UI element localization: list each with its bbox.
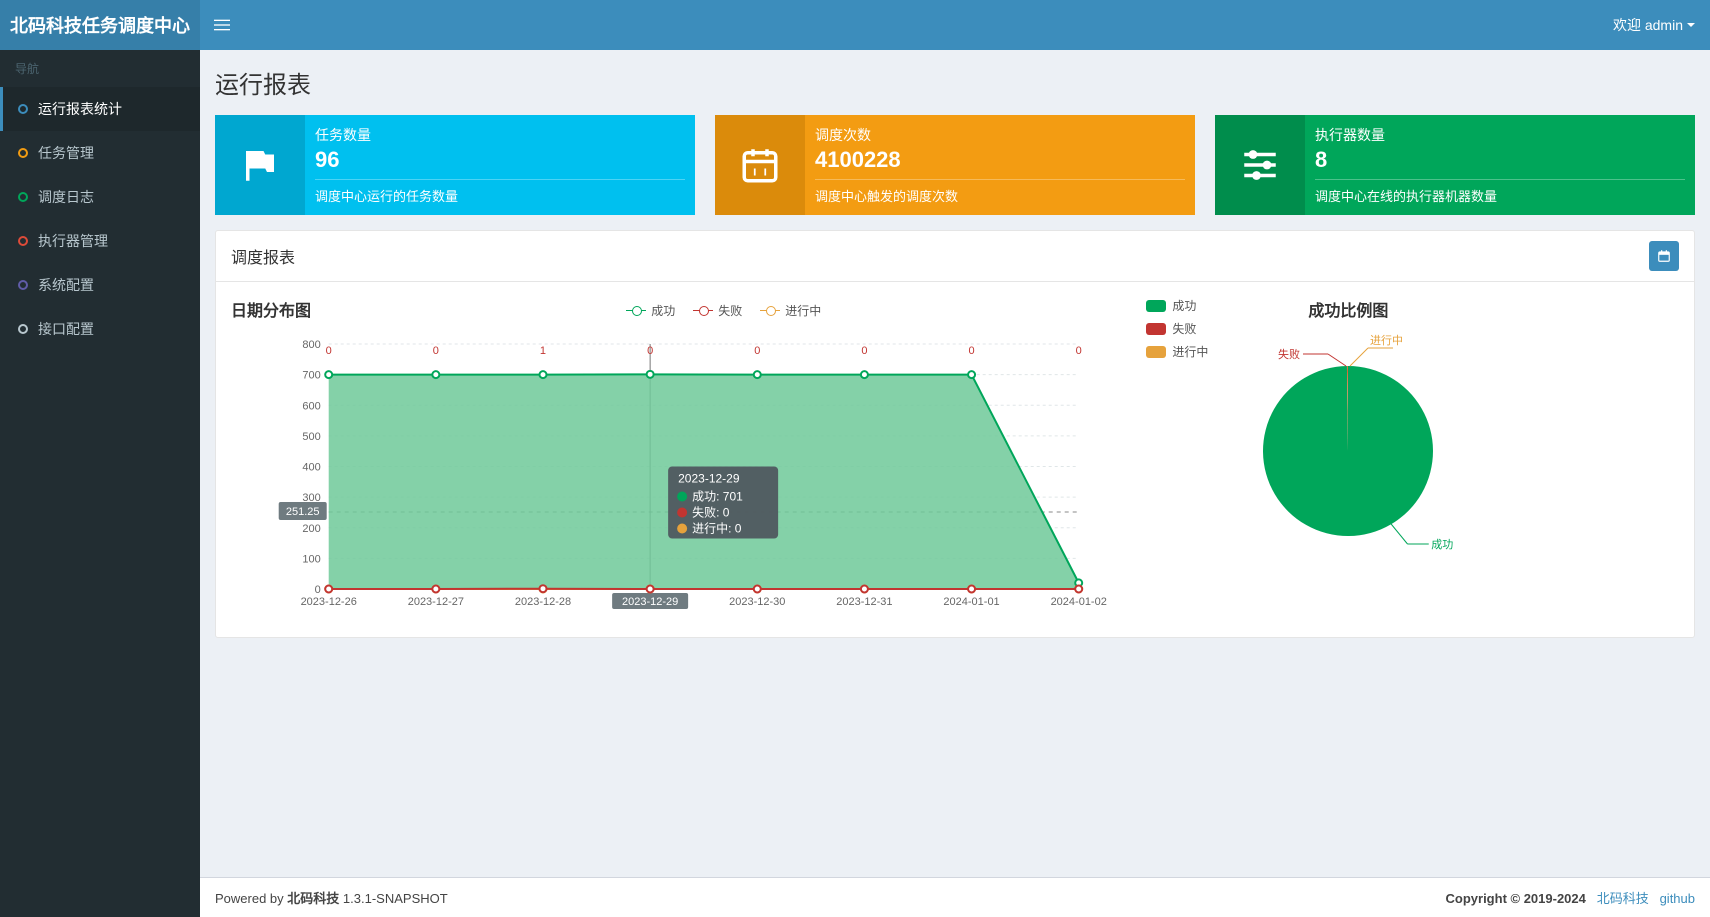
info-desc: 调度中心触发的调度次数 <box>815 179 1185 205</box>
pie-legend-item[interactable]: 失败 <box>1146 320 1208 337</box>
info-label: 调度次数 <box>815 125 1185 145</box>
footer-brand-link[interactable]: 北码科技 <box>1597 891 1649 906</box>
nav-bullet-icon <box>18 236 28 246</box>
svg-text:0: 0 <box>647 345 653 357</box>
nav-bullet-icon <box>18 280 28 290</box>
svg-text:2023-12-29: 2023-12-29 <box>622 596 678 608</box>
info-value: 8 <box>1315 147 1685 173</box>
user-menu[interactable]: 欢迎 admin <box>1598 0 1710 50</box>
footer-github-link[interactable]: github <box>1660 891 1695 906</box>
nav-label: 系统配置 <box>38 275 94 295</box>
date-range-button[interactable] <box>1649 241 1679 271</box>
svg-text:失败: 失败 <box>1278 347 1300 361</box>
page-header: 运行报表 <box>200 50 1710 100</box>
svg-text:800: 800 <box>302 339 320 351</box>
svg-text:2023-12-26: 2023-12-26 <box>301 596 357 608</box>
nav-label: 任务管理 <box>38 143 94 163</box>
app-logo: 北码科技任务调度中心 <box>0 0 200 50</box>
legend-item[interactable]: 失败 <box>693 302 742 319</box>
pie-legend-item[interactable]: 成功 <box>1146 297 1208 314</box>
nav-label: 运行报表统计 <box>38 99 122 119</box>
hamburger-toggle[interactable] <box>200 0 244 50</box>
sidebar-item-4[interactable]: 系统配置 <box>0 263 200 307</box>
flag-icon <box>215 115 305 215</box>
svg-text:200: 200 <box>302 523 320 535</box>
caret-down-icon <box>1687 23 1695 27</box>
sidebar-item-2[interactable]: 调度日志 <box>0 175 200 219</box>
svg-text:2023-12-27: 2023-12-27 <box>408 596 464 608</box>
line-chart: 0100200300400500600700800251.252023-12-2… <box>231 329 1136 619</box>
sidebar-header: 导航 <box>0 50 200 87</box>
hamburger-icon <box>214 17 230 33</box>
info-label: 任务数量 <box>315 125 685 145</box>
legend-item[interactable]: 成功 <box>626 302 675 319</box>
info-desc: 调度中心在线的执行器机器数量 <box>1315 179 1685 205</box>
svg-text:2023-12-31: 2023-12-31 <box>836 596 892 608</box>
svg-text:500: 500 <box>302 431 320 443</box>
pie-chart: 进行中失败成功 <box>1228 331 1468 561</box>
info-box-1: 调度次数 4100228 调度中心触发的调度次数 <box>715 115 1195 215</box>
sidebar-item-1[interactable]: 任务管理 <box>0 131 200 175</box>
svg-text:251.25: 251.25 <box>286 506 320 518</box>
sidebar: 导航 运行报表统计任务管理调度日志执行器管理系统配置接口配置 <box>0 50 200 917</box>
info-box-2: 执行器数量 8 调度中心在线的执行器机器数量 <box>1215 115 1695 215</box>
pie-legend: 成功失败进行中 <box>1146 297 1208 622</box>
svg-text:0: 0 <box>968 345 974 357</box>
nav-label: 执行器管理 <box>38 231 108 251</box>
svg-text:0: 0 <box>1076 345 1082 357</box>
line-chart-title: 日期分布图 <box>231 297 311 321</box>
svg-text:0: 0 <box>861 345 867 357</box>
svg-text:成功: 成功 <box>1432 538 1454 551</box>
footer: Powered by 北码科技 1.3.1-SNAPSHOT Copyright… <box>200 877 1710 917</box>
panel-title: 调度报表 <box>231 244 295 268</box>
legend-item[interactable]: 进行中 <box>760 302 821 319</box>
svg-text:100: 100 <box>302 553 320 565</box>
pie-chart-title: 成功比例图 <box>1308 297 1388 321</box>
svg-text:进行中: 进行中 <box>1370 334 1403 347</box>
calendar-icon <box>1657 249 1671 263</box>
footer-right: Copyright © 2019-2024 北码科技 github <box>1446 888 1695 907</box>
topbar: 北码科技任务调度中心 欢迎 admin <box>0 0 1710 50</box>
svg-text:400: 400 <box>302 462 320 474</box>
sidebar-item-3[interactable]: 执行器管理 <box>0 219 200 263</box>
info-value: 4100228 <box>815 147 1185 173</box>
nav-bullet-icon <box>18 324 28 334</box>
nav-label: 接口配置 <box>38 319 94 339</box>
svg-text:2024-01-01: 2024-01-01 <box>943 596 999 608</box>
nav-bullet-icon <box>18 148 28 158</box>
svg-text:0: 0 <box>315 584 321 596</box>
svg-text:700: 700 <box>302 370 320 382</box>
svg-text:进行中: 0: 进行中: 0 <box>692 521 742 536</box>
svg-text:2023-12-30: 2023-12-30 <box>729 596 785 608</box>
svg-text:2023-12-29: 2023-12-29 <box>678 472 740 486</box>
info-label: 执行器数量 <box>1315 125 1685 145</box>
svg-text:成功: 701: 成功: 701 <box>692 490 743 504</box>
info-value: 96 <box>315 147 685 173</box>
sidebar-item-0[interactable]: 运行报表统计 <box>0 87 200 131</box>
report-panel: 调度报表 日期分布图 成功失败进行中 010020030040050060070… <box>215 230 1695 638</box>
sliders-icon <box>1215 115 1305 215</box>
sidebar-item-5[interactable]: 接口配置 <box>0 307 200 351</box>
svg-text:失败: 0: 失败: 0 <box>692 505 730 520</box>
svg-text:0: 0 <box>326 345 332 357</box>
svg-text:2023-12-28: 2023-12-28 <box>515 596 571 608</box>
svg-text:2024-01-02: 2024-01-02 <box>1051 596 1107 608</box>
svg-text:1: 1 <box>540 345 546 357</box>
pie-legend-item[interactable]: 进行中 <box>1146 343 1208 360</box>
nav-bullet-icon <box>18 104 28 114</box>
calendar-icon <box>715 115 805 215</box>
page-title: 运行报表 <box>215 65 1695 100</box>
svg-text:0: 0 <box>433 345 439 357</box>
welcome-text: 欢迎 admin <box>1613 15 1683 35</box>
nav-label: 调度日志 <box>38 187 94 207</box>
svg-text:600: 600 <box>302 400 320 412</box>
info-box-0: 任务数量 96 调度中心运行的任务数量 <box>215 115 695 215</box>
info-desc: 调度中心运行的任务数量 <box>315 179 685 205</box>
svg-text:0: 0 <box>754 345 760 357</box>
footer-left: Powered by 北码科技 1.3.1-SNAPSHOT <box>215 888 448 907</box>
nav-bullet-icon <box>18 192 28 202</box>
